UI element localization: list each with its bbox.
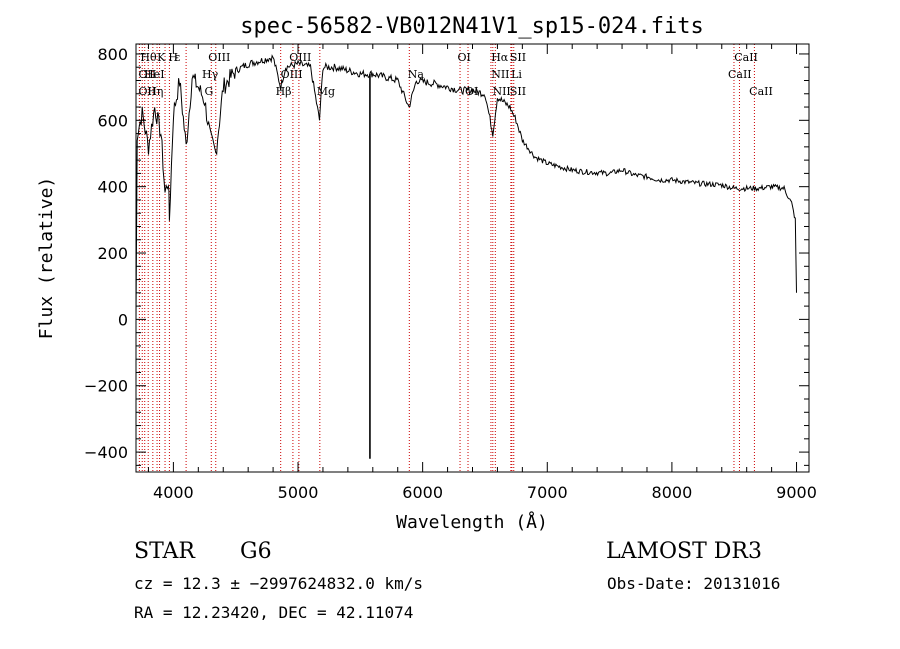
line-label: Hγ xyxy=(202,68,219,81)
line-label: OIII xyxy=(208,51,230,64)
observation-date: Obs-Date: 20131016 xyxy=(607,574,781,593)
spectrum-chart: spec-56582-VB012N41V1_sp15-024.fits Hθ OI… xyxy=(36,14,817,533)
x-tick-label: 4000 xyxy=(153,483,194,502)
line-label: Hβ xyxy=(276,85,292,98)
y-tick-label: 400 xyxy=(97,178,128,197)
x-tick-label: 9000 xyxy=(776,483,817,502)
line-label: Hα xyxy=(491,51,509,64)
line-label: H xyxy=(168,51,178,64)
x-axis-label: Wavelength (Å) xyxy=(396,511,548,533)
y-tick-label: 0 xyxy=(118,310,128,329)
y-tick-label: 600 xyxy=(97,111,128,130)
x-tick-label: 5000 xyxy=(278,483,319,502)
line-label: Hη xyxy=(147,85,163,98)
line-label: NII xyxy=(491,68,509,81)
y-tick-label: −400 xyxy=(84,443,128,462)
x-tick-label: 6000 xyxy=(402,483,443,502)
emission-line-markers xyxy=(138,44,755,472)
line-label: HeI xyxy=(144,68,164,81)
line-label: K xyxy=(157,51,166,64)
y-tick-labels: −400 −200 0 200 400 600 800 xyxy=(84,45,128,462)
line-label: NII xyxy=(492,85,510,98)
axis-ticks xyxy=(136,44,809,472)
line-label: OII xyxy=(138,85,156,98)
line-label: OI xyxy=(458,51,471,64)
line-label: SII xyxy=(510,51,526,64)
line-label: CaII xyxy=(734,51,758,64)
x-tick-label: 7000 xyxy=(527,483,568,502)
line-label: ε xyxy=(175,51,181,64)
ra-dec-line: RA = 12.23420, DEC = 42.11074 xyxy=(134,603,414,622)
object-subclass: G6 xyxy=(240,539,272,564)
x-tick-labels: 4000 5000 6000 7000 8000 9000 xyxy=(153,483,817,502)
y-tick-label: 800 xyxy=(97,45,128,64)
line-label: CaII xyxy=(728,68,752,81)
spectrum-line xyxy=(135,54,797,320)
line-label: Mg xyxy=(317,85,335,98)
x-tick-label: 8000 xyxy=(652,483,693,502)
object-class: STAR xyxy=(134,539,195,564)
survey-name: LAMOST DR3 xyxy=(606,539,762,564)
line-label: OIII xyxy=(281,68,303,81)
plot-frame xyxy=(135,43,810,473)
y-tick-label: 200 xyxy=(97,244,128,263)
chart-title: spec-56582-VB012N41V1_sp15-024.fits xyxy=(240,14,704,39)
line-label: CaII xyxy=(749,85,773,98)
redshift-line: cz = 12.3 ± −2997624832.0 km/s xyxy=(134,574,423,593)
line-label: OII xyxy=(138,68,156,81)
y-tick-label: −200 xyxy=(84,377,128,396)
line-label: Li xyxy=(511,68,522,81)
line-label: SII xyxy=(510,85,526,98)
line-label: G xyxy=(205,85,214,98)
line-label: Hθ xyxy=(140,51,157,64)
y-axis-label: Flux (relative) xyxy=(36,177,57,340)
